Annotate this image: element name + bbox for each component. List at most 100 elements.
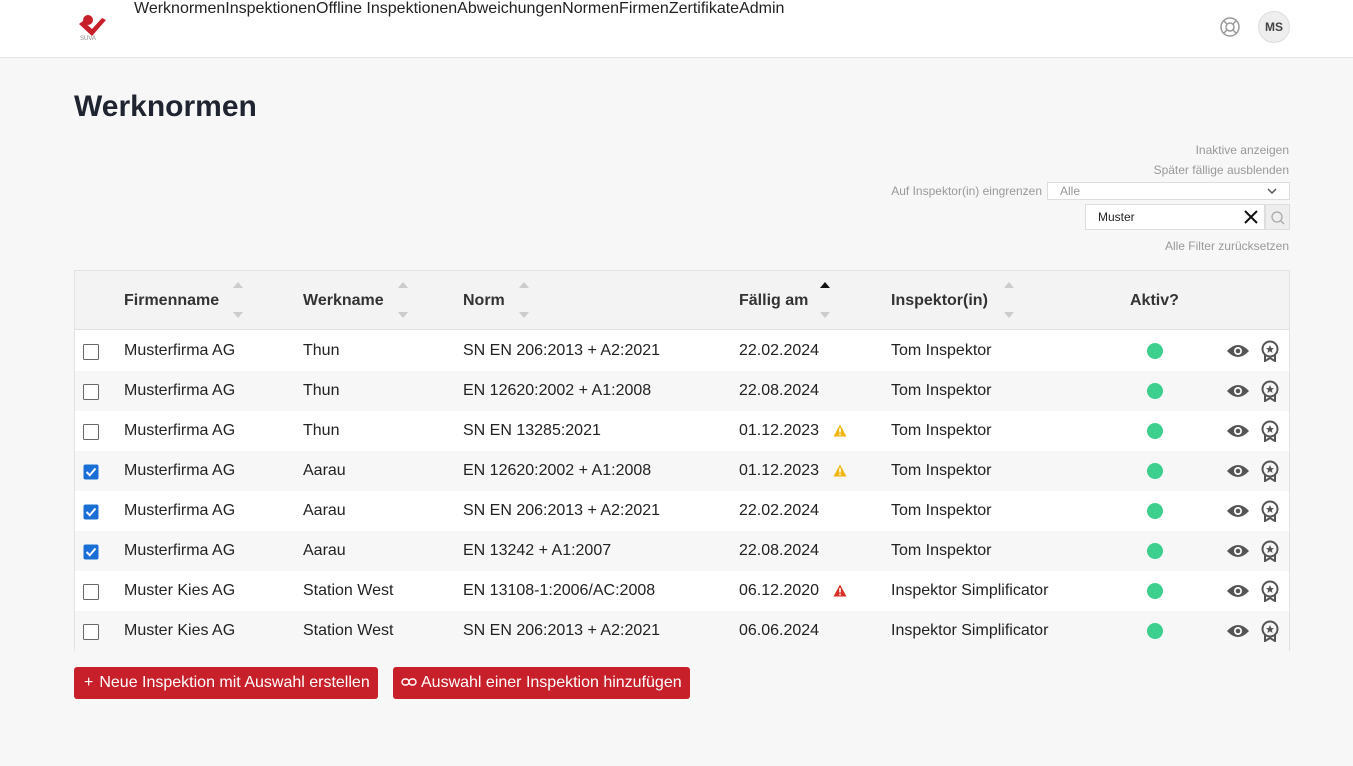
sort-arrows[interactable] bbox=[397, 280, 409, 325]
active-dot bbox=[1147, 383, 1163, 404]
sort-arrows-graphic bbox=[233, 282, 243, 318]
column-header[interactable]: Fällig am bbox=[739, 292, 809, 309]
view-icon[interactable] bbox=[1226, 383, 1250, 404]
plus-icon: + bbox=[84, 674, 94, 691]
add-button[interactable]: Auswahl einer Inspektion hinzufügen bbox=[393, 667, 690, 699]
logo[interactable]: SUVA bbox=[76, 14, 110, 42]
checkbox-graphic bbox=[83, 344, 99, 360]
certificate-icon[interactable] bbox=[1261, 340, 1279, 367]
nav-item[interactable]: Admin bbox=[739, 0, 785, 17]
column-header[interactable]: Norm bbox=[463, 292, 505, 309]
view-icon-graphic bbox=[1227, 385, 1249, 397]
view-icon-graphic bbox=[1227, 545, 1249, 557]
create-button[interactable]: + Neue Inspektion mit Auswahl erstellen bbox=[74, 667, 378, 699]
active-dot-graphic bbox=[1147, 463, 1163, 479]
filter-link[interactable]: Später fällige ausblenden bbox=[1153, 163, 1289, 177]
view-icon[interactable] bbox=[1226, 463, 1250, 484]
cell: 06.12.2020 bbox=[739, 582, 820, 599]
checkbox[interactable] bbox=[83, 504, 99, 525]
certificate-icon-graphic bbox=[1261, 580, 1279, 603]
sort-arrows-graphic bbox=[1004, 282, 1014, 318]
column-header[interactable]: Werkname bbox=[303, 292, 384, 309]
table-row: Muster Kies AG Station West EN 13108-1:200… bbox=[75, 571, 1289, 611]
warning-icon bbox=[833, 424, 847, 442]
checkbox[interactable] bbox=[83, 624, 99, 645]
cell: EN 12620:2002 + A1:2008 bbox=[463, 382, 652, 399]
checkbox-graphic bbox=[83, 624, 99, 640]
cell: Musterfirma AG bbox=[124, 342, 236, 359]
sort-arrows[interactable] bbox=[819, 280, 831, 325]
certificate-icon[interactable] bbox=[1261, 540, 1279, 567]
clear-icon[interactable] bbox=[1244, 210, 1258, 224]
cell: EN 12620:2002 + A1:2008 bbox=[463, 462, 652, 479]
view-icon[interactable] bbox=[1226, 583, 1250, 604]
view-icon[interactable] bbox=[1226, 423, 1250, 444]
view-icon-graphic bbox=[1227, 505, 1249, 517]
table-row: Musterfirma AG Aarau EN 13242 + A1:2007 22.… bbox=[75, 531, 1289, 571]
sort-arrows[interactable] bbox=[518, 280, 530, 325]
checkbox-graphic bbox=[83, 464, 99, 480]
active-dot-graphic bbox=[1147, 343, 1163, 359]
checkbox[interactable] bbox=[83, 544, 99, 565]
link-icon bbox=[401, 678, 417, 686]
certificate-icon[interactable] bbox=[1261, 420, 1279, 447]
certificate-icon-graphic bbox=[1261, 420, 1279, 443]
certificate-icon-graphic bbox=[1261, 540, 1279, 563]
inspector-select[interactable]: Alle bbox=[1047, 182, 1290, 200]
cell: Tom Inspektor bbox=[891, 422, 992, 439]
view-icon[interactable] bbox=[1226, 623, 1250, 644]
nav-item[interactable]: Offline Inspektionen bbox=[316, 0, 458, 17]
search-button[interactable] bbox=[1265, 204, 1290, 230]
column-header[interactable]: Firmenname bbox=[124, 292, 220, 309]
reset-link[interactable]: Alle Filter zurücksetzen bbox=[1164, 239, 1289, 253]
view-icon[interactable] bbox=[1226, 503, 1250, 524]
view-icon[interactable] bbox=[1226, 543, 1250, 564]
checkbox[interactable] bbox=[83, 464, 99, 485]
active-dot-graphic bbox=[1147, 423, 1163, 439]
filter-link[interactable]: Inaktive anzeigen bbox=[1195, 143, 1289, 157]
cell: 22.08.2024 bbox=[739, 382, 820, 399]
column-header[interactable]: Inspektor(in) bbox=[891, 292, 988, 309]
help-icon[interactable] bbox=[1219, 16, 1241, 38]
certificate-icon[interactable] bbox=[1261, 620, 1279, 647]
cell: SN EN 206:2013 + A2:2021 bbox=[463, 342, 661, 359]
active-dot bbox=[1147, 583, 1163, 604]
active-dot bbox=[1147, 623, 1163, 644]
button-label: Neue Inspektion mit Auswahl erstellen bbox=[99, 674, 370, 691]
nav-item[interactable]: Abweichungen bbox=[457, 0, 563, 17]
checkbox-graphic bbox=[83, 504, 99, 520]
cell: Inspektor Simplificator bbox=[891, 622, 1049, 639]
nav-item[interactable]: Inspektionen bbox=[225, 0, 317, 17]
certificate-icon-graphic bbox=[1261, 340, 1279, 363]
table-row: Musterfirma AG Thun SN EN 206:2013 + A2:20… bbox=[75, 331, 1289, 371]
checkbox[interactable] bbox=[83, 344, 99, 365]
cell: Thun bbox=[303, 342, 340, 359]
active-dot bbox=[1147, 463, 1163, 484]
active-dot bbox=[1147, 423, 1163, 444]
view-icon[interactable] bbox=[1226, 343, 1250, 364]
active-dot-graphic bbox=[1147, 383, 1163, 399]
view-icon-graphic bbox=[1227, 465, 1249, 477]
nav-item[interactable]: Firmen bbox=[619, 0, 669, 17]
search-value: Muster bbox=[1098, 210, 1135, 224]
certificate-icon[interactable] bbox=[1261, 580, 1279, 607]
active-dot bbox=[1147, 503, 1163, 524]
cell: 01.12.2023 bbox=[739, 462, 820, 479]
nav-item[interactable]: Werknormen bbox=[134, 0, 226, 17]
search-input[interactable]: Muster bbox=[1085, 204, 1265, 230]
cell: 06.06.2024 bbox=[739, 622, 820, 639]
checkbox[interactable] bbox=[83, 584, 99, 605]
certificate-icon[interactable] bbox=[1261, 460, 1279, 487]
sort-arrows[interactable] bbox=[232, 280, 244, 325]
table-row: Musterfirma AG Aarau SN EN 206:2013 + A2:2… bbox=[75, 491, 1289, 531]
avatar[interactable]: MS bbox=[1258, 11, 1290, 43]
certificate-icon[interactable] bbox=[1261, 380, 1279, 407]
nav-item[interactable]: Zertifikate bbox=[668, 0, 740, 17]
sort-arrows[interactable] bbox=[1003, 280, 1015, 325]
checkbox[interactable] bbox=[83, 384, 99, 405]
nav-item[interactable]: Normen bbox=[562, 0, 620, 17]
certificate-icon[interactable] bbox=[1261, 500, 1279, 527]
checkbox[interactable] bbox=[83, 424, 99, 445]
cell: Musterfirma AG bbox=[124, 422, 236, 439]
